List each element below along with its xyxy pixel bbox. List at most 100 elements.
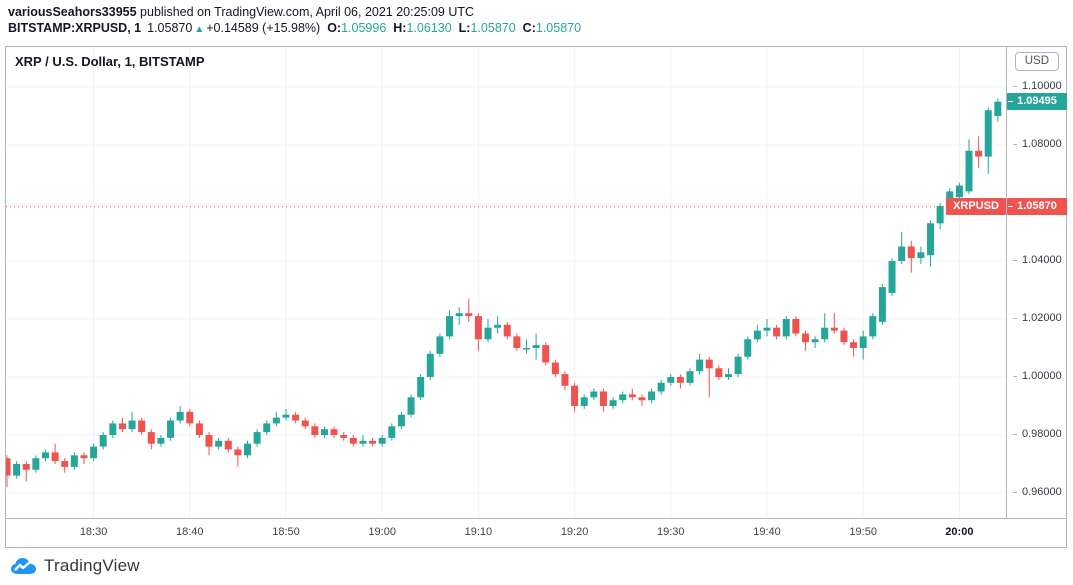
candle-down[interactable] bbox=[840, 330, 848, 343]
candle-up[interactable] bbox=[984, 110, 992, 157]
candle-down[interactable] bbox=[801, 333, 809, 343]
candle-down[interactable] bbox=[638, 397, 646, 401]
price-axis[interactable]: 1.09495 1.05870 1.10000 1.08000 1.04000 1.0… bbox=[1006, 47, 1067, 518]
candle-up[interactable] bbox=[378, 437, 386, 444]
candle-up[interactable] bbox=[955, 185, 963, 198]
candle-up[interactable] bbox=[244, 443, 251, 456]
candle-up[interactable] bbox=[734, 356, 742, 375]
candle-up[interactable] bbox=[455, 313, 463, 317]
candle-down[interactable] bbox=[599, 391, 607, 407]
candle-up[interactable] bbox=[41, 452, 49, 459]
candle-up[interactable] bbox=[359, 440, 367, 444]
candle-up[interactable] bbox=[532, 345, 540, 348]
candle-down[interactable] bbox=[850, 342, 858, 348]
candle-down[interactable] bbox=[628, 394, 636, 398]
candle-up[interactable] bbox=[253, 432, 261, 444]
candle-up[interactable] bbox=[648, 391, 656, 401]
candle-down[interactable] bbox=[234, 449, 242, 456]
candle-up[interactable] bbox=[272, 417, 280, 424]
candle-up[interactable] bbox=[888, 261, 896, 293]
candle-up[interactable] bbox=[869, 316, 877, 337]
candle-up[interactable] bbox=[782, 319, 790, 337]
time-axis[interactable]: 18:30 18:40 18:50 19:00 19:10 19:20 19:30 19:40… bbox=[6, 518, 1066, 548]
candle-down[interactable] bbox=[205, 435, 213, 447]
candle-up[interactable] bbox=[609, 400, 617, 406]
candle-down[interactable] bbox=[369, 440, 377, 444]
candle-down[interactable] bbox=[51, 452, 59, 462]
currency-toggle-button[interactable]: USD bbox=[1014, 52, 1059, 71]
candle-up[interactable] bbox=[263, 423, 271, 433]
candle-up[interactable] bbox=[320, 429, 328, 435]
candle-down[interactable] bbox=[138, 420, 146, 433]
candle-up[interactable] bbox=[744, 339, 752, 357]
candle-up[interactable] bbox=[397, 414, 405, 427]
candle-up[interactable] bbox=[157, 437, 165, 444]
candle-down[interactable] bbox=[186, 411, 194, 424]
candle-up[interactable] bbox=[753, 330, 761, 340]
candle-down[interactable] bbox=[513, 336, 521, 348]
candle-down[interactable] bbox=[474, 316, 482, 340]
candle-down[interactable] bbox=[147, 432, 155, 444]
candle-up[interactable] bbox=[927, 223, 935, 256]
candle-up[interactable] bbox=[878, 287, 886, 322]
candle-up[interactable] bbox=[696, 359, 704, 372]
candle-down[interactable] bbox=[340, 435, 348, 438]
candle-up[interactable] bbox=[70, 455, 78, 467]
candlestick-plot-area[interactable]: XRPUSD bbox=[6, 47, 1006, 518]
candle-down[interactable] bbox=[830, 327, 838, 331]
candle-down[interactable] bbox=[715, 368, 723, 377]
candle-up[interactable] bbox=[994, 101, 1002, 116]
candle-up[interactable] bbox=[580, 397, 588, 406]
candle-down[interactable] bbox=[6, 458, 11, 476]
candle-up[interactable] bbox=[763, 327, 771, 331]
candle-up[interactable] bbox=[686, 371, 694, 383]
candle-up[interactable] bbox=[657, 382, 665, 392]
candle-up[interactable] bbox=[667, 377, 675, 383]
candle-down[interactable] bbox=[465, 313, 473, 317]
candle-up[interactable] bbox=[417, 377, 425, 398]
candle-down[interactable] bbox=[80, 455, 88, 459]
candle-up[interactable] bbox=[898, 246, 906, 262]
candle-down[interactable] bbox=[349, 437, 357, 444]
candle-up[interactable] bbox=[128, 420, 136, 430]
candle-up[interactable] bbox=[821, 327, 829, 340]
candle-down[interactable] bbox=[561, 374, 569, 386]
candle-down[interactable] bbox=[311, 426, 319, 435]
candle-up[interactable] bbox=[965, 150, 973, 192]
candle-up[interactable] bbox=[282, 414, 290, 418]
candle-up[interactable] bbox=[99, 435, 107, 447]
candle-up[interactable] bbox=[407, 397, 415, 415]
tradingview-brand[interactable]: TradingView bbox=[10, 556, 140, 576]
candle-up[interactable] bbox=[936, 205, 944, 224]
candle-down[interactable] bbox=[705, 359, 713, 369]
candle-down[interactable] bbox=[676, 377, 684, 383]
candle-up[interactable] bbox=[109, 423, 117, 435]
candle-up[interactable] bbox=[13, 464, 21, 476]
candle-down[interactable] bbox=[330, 429, 338, 435]
candle-down[interactable] bbox=[22, 464, 30, 470]
candle-down[interactable] bbox=[975, 150, 983, 157]
candle-up[interactable] bbox=[590, 391, 598, 398]
candle-down[interactable] bbox=[551, 362, 559, 375]
candle-up[interactable] bbox=[167, 420, 175, 438]
candle-up[interactable] bbox=[426, 353, 434, 377]
candle-up[interactable] bbox=[446, 316, 454, 337]
candle-down[interactable] bbox=[301, 420, 309, 427]
candle-down[interactable] bbox=[195, 423, 203, 435]
candle-down[interactable] bbox=[571, 385, 579, 406]
candle-up[interactable] bbox=[215, 440, 223, 447]
candle-up[interactable] bbox=[917, 252, 925, 259]
candle-up[interactable] bbox=[725, 374, 732, 377]
candle-down[interactable] bbox=[118, 423, 126, 430]
candle-up[interactable] bbox=[494, 324, 502, 328]
candle-down[interactable] bbox=[224, 440, 232, 450]
candle-down[interactable] bbox=[542, 345, 550, 363]
candle-up[interactable] bbox=[484, 327, 492, 340]
candle-up[interactable] bbox=[176, 411, 184, 421]
candle-up[interactable] bbox=[32, 458, 40, 470]
candle-down[interactable] bbox=[61, 461, 69, 467]
candle-down[interactable] bbox=[292, 414, 300, 421]
candle-up[interactable] bbox=[90, 446, 98, 459]
candle-up[interactable] bbox=[522, 348, 530, 350]
candle-up[interactable] bbox=[388, 426, 396, 438]
